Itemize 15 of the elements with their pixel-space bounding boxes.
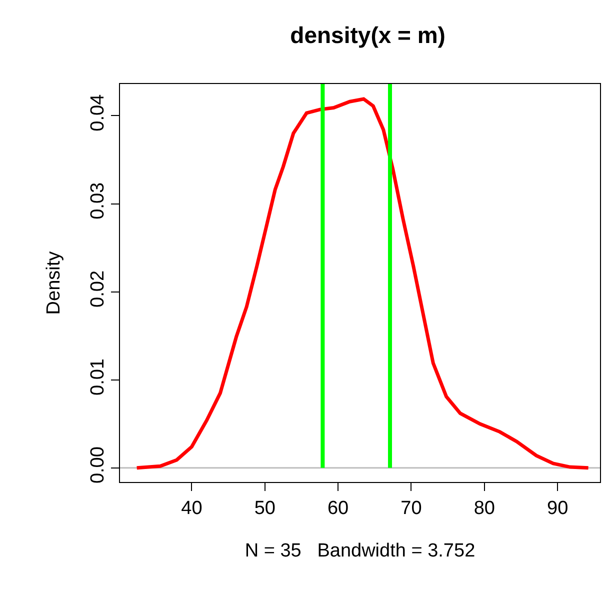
y-tick-label: 0.01 [87,358,108,396]
x-tick-label: 90 [546,498,568,519]
y-axis-title: Density [43,250,64,315]
x-tick-label: 60 [327,498,349,519]
x-tick-label: 70 [400,498,422,519]
y-tick-label: 0.04 [87,94,108,132]
x-axis-title: N = 35 Bandwidth = 3.752 [244,540,476,562]
chart-title: density(x = m) [290,22,446,48]
y-tick-label: 0.00 [87,446,108,484]
line-series [135,97,590,470]
x-tick-label: 50 [254,498,276,519]
y-tick-label: 0.02 [87,270,108,308]
y-tick-label: 0.03 [87,182,108,220]
x-tick-label: 80 [474,498,495,519]
x-tick-label: 40 [181,498,202,519]
